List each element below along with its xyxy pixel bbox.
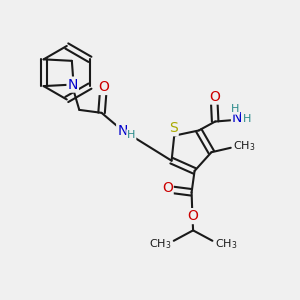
Text: O: O	[188, 209, 198, 223]
Text: H: H	[243, 114, 251, 124]
Text: O: O	[209, 90, 220, 104]
Text: CH$_3$: CH$_3$	[215, 237, 237, 251]
Text: N: N	[117, 124, 128, 138]
Text: O: O	[162, 182, 173, 196]
Text: O: O	[98, 80, 110, 94]
Text: H: H	[127, 130, 136, 140]
Text: N: N	[68, 78, 78, 92]
Text: H: H	[231, 104, 239, 114]
Text: N: N	[232, 111, 242, 125]
Text: S: S	[169, 121, 178, 135]
Text: CH$_3$: CH$_3$	[149, 237, 171, 251]
Text: CH$_3$: CH$_3$	[233, 140, 256, 153]
